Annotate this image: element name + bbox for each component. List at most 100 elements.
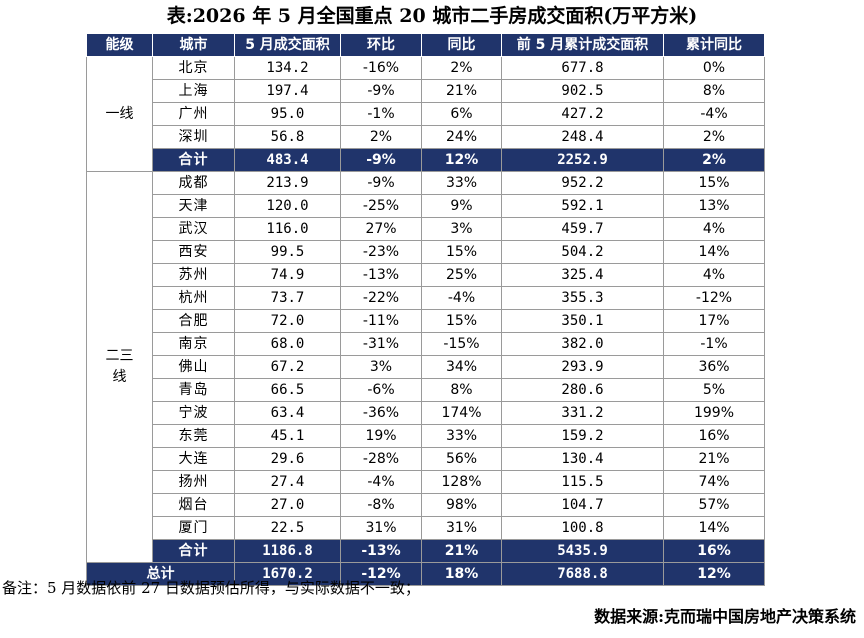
cell-area: 67.2 xyxy=(234,355,341,379)
table-row: 深圳 56.8 2% 24% 248.4 2% xyxy=(87,125,765,149)
cell-yoy: 15% xyxy=(421,240,502,264)
total-label: 总计 xyxy=(86,562,235,586)
cell-yoy: 15% xyxy=(421,309,502,333)
cell-cum-yoy: 17% xyxy=(663,309,765,333)
header-mom: 环比 xyxy=(340,33,422,57)
table-row: 苏州 74.9 -13% 25% 325.4 4% xyxy=(87,263,765,287)
table-row: 烟台 27.0 -8% 98% 104.7 57% xyxy=(87,493,765,517)
cell-area: 73.7 xyxy=(234,286,341,310)
cell-cum: 248.4 xyxy=(501,125,664,149)
cell-city: 合计 xyxy=(152,539,235,563)
cell-cum: 350.1 xyxy=(501,309,664,333)
cell-cum-yoy: 14% xyxy=(663,516,765,540)
subtotal-row-tier23: 合计 1186.8 -13% 21% 5435.9 16% xyxy=(87,539,765,563)
table-row: 佛山 67.2 3% 34% 293.9 36% xyxy=(87,355,765,379)
cell-yoy: 8% xyxy=(421,378,502,402)
table-row: 杭州 73.7 -22% -4% 355.3 -12% xyxy=(87,286,765,310)
cell-mom: -1% xyxy=(340,102,422,126)
cell-yoy: 98% xyxy=(421,493,502,517)
cell-cum-yoy: 4% xyxy=(663,263,765,287)
footnote: 备注：5 月数据依前 27 日数据预估所得，与实际数据不一致； xyxy=(2,579,420,597)
cell-yoy: 31% xyxy=(421,516,502,540)
cell-cum: 5435.9 xyxy=(501,539,664,563)
cell-cum: 293.9 xyxy=(501,355,664,379)
cell-cum-yoy: 13% xyxy=(663,194,765,218)
cell-mom: -16% xyxy=(340,56,422,80)
cell-area: 95.0 xyxy=(234,102,341,126)
cell-city: 大连 xyxy=(152,447,235,471)
cell-yoy: 25% xyxy=(421,263,502,287)
cell-yoy: 6% xyxy=(421,102,502,126)
table-row: 大连 29.6 -28% 56% 130.4 21% xyxy=(87,447,765,471)
cell-cum-yoy: 2% xyxy=(663,148,765,172)
cell-yoy: 24% xyxy=(421,125,502,149)
cell-yoy: 12% xyxy=(421,148,502,172)
cell-yoy: 2% xyxy=(421,56,502,80)
cell-city: 佛山 xyxy=(152,355,235,379)
cell-city: 杭州 xyxy=(152,286,235,310)
tier-label-tier1: 一线 xyxy=(86,56,153,172)
cell-area: 1186.8 xyxy=(234,539,341,563)
header-yoy: 同比 xyxy=(421,33,502,57)
cell-area: 99.5 xyxy=(234,240,341,264)
cell-mom: -36% xyxy=(340,401,422,425)
cell-cum: 115.5 xyxy=(501,470,664,494)
cell-city: 扬州 xyxy=(152,470,235,494)
cell-mom: 19% xyxy=(340,424,422,448)
cell-city: 宁波 xyxy=(152,401,235,425)
cell-city: 南京 xyxy=(152,332,235,356)
cell-area: 483.4 xyxy=(234,148,341,172)
cell-area: 63.4 xyxy=(234,401,341,425)
cell-mom: -11% xyxy=(340,309,422,333)
table-row: 厦门 22.5 31% 31% 100.8 14% xyxy=(87,516,765,540)
cell-area: 120.0 xyxy=(234,194,341,218)
cell-mom: -13% xyxy=(340,539,422,563)
cell-mom: -25% xyxy=(340,194,422,218)
cell-city: 厦门 xyxy=(152,516,235,540)
cell-area: 74.9 xyxy=(234,263,341,287)
table-row: 西安 99.5 -23% 15% 504.2 14% xyxy=(87,240,765,264)
cell-mom: 2% xyxy=(340,125,422,149)
cell-city: 北京 xyxy=(152,56,235,80)
cell-mom: -28% xyxy=(340,447,422,471)
cell-cum: 100.8 xyxy=(501,516,664,540)
cell-cum-yoy: 199% xyxy=(663,401,765,425)
cell-area: 27.4 xyxy=(234,470,341,494)
cell-yoy: 18% xyxy=(421,562,502,586)
total-row: 总计 1670.2 -12% 18% 7688.8 12% xyxy=(86,562,765,586)
cell-cum: 382.0 xyxy=(501,332,664,356)
table-row: 东莞 45.1 19% 33% 159.2 16% xyxy=(87,424,765,448)
data-source: 数据来源:克而瑞中国房地产决策系统 xyxy=(594,607,856,626)
tier-label-line1: 二三 xyxy=(105,348,134,364)
cell-cum-yoy: 12% xyxy=(663,562,765,586)
header-cum: 前 5 月累计成交面积 xyxy=(501,33,664,57)
cell-yoy: 56% xyxy=(421,447,502,471)
cell-yoy: 21% xyxy=(421,79,502,103)
cell-city: 西安 xyxy=(152,240,235,264)
cell-cum: 104.7 xyxy=(501,493,664,517)
cell-city: 广州 xyxy=(152,102,235,126)
cell-yoy: 33% xyxy=(421,424,502,448)
cell-cum-yoy: 14% xyxy=(663,240,765,264)
cell-yoy: 3% xyxy=(421,217,502,241)
cell-mom: -9% xyxy=(340,79,422,103)
cell-cum: 159.2 xyxy=(501,424,664,448)
cell-cum-yoy: 4% xyxy=(663,217,765,241)
cell-yoy: -15% xyxy=(421,332,502,356)
cell-cum-yoy: -12% xyxy=(663,286,765,310)
cell-mom: -8% xyxy=(340,493,422,517)
header-cum-yoy: 累计同比 xyxy=(663,33,765,57)
cell-cum: 325.4 xyxy=(501,263,664,287)
cell-yoy: 33% xyxy=(421,171,502,195)
table-row: 青岛 66.5 -6% 8% 280.6 5% xyxy=(87,378,765,402)
cell-cum-yoy: 36% xyxy=(663,355,765,379)
cell-city: 深圳 xyxy=(152,125,235,149)
cell-cum-yoy: 5% xyxy=(663,378,765,402)
table-row: 南京 68.0 -31% -15% 382.0 -1% xyxy=(87,332,765,356)
cell-yoy: 9% xyxy=(421,194,502,218)
cell-city: 合肥 xyxy=(152,309,235,333)
cell-yoy: -4% xyxy=(421,286,502,310)
cell-yoy: 21% xyxy=(421,539,502,563)
cell-city: 烟台 xyxy=(152,493,235,517)
cell-area: 45.1 xyxy=(234,424,341,448)
